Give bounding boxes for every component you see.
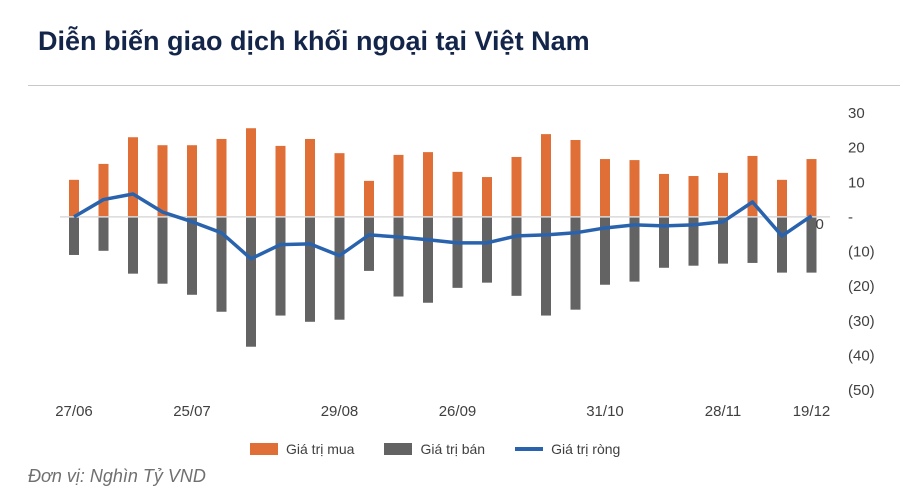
buy-bar xyxy=(570,140,581,217)
buy-bar xyxy=(216,138,227,217)
x-tick-label: 26/09 xyxy=(439,403,477,420)
x-tick-label: 28/11 xyxy=(705,403,741,420)
sell-bar xyxy=(364,216,374,271)
sell-bar xyxy=(275,216,286,316)
sell-bar xyxy=(69,216,79,255)
legend-item-sell: Giá trị bán xyxy=(384,441,485,457)
sell-bar xyxy=(570,216,581,310)
sell-bar xyxy=(452,216,463,288)
buy-bar xyxy=(305,138,315,217)
title-divider xyxy=(28,85,900,86)
sell-bar xyxy=(393,216,404,297)
x-tick-label: 29/08 xyxy=(321,403,359,420)
sell-bar xyxy=(747,216,758,263)
y-tick-label: (50) xyxy=(848,382,875,399)
x-tick-label: 27/06 xyxy=(55,403,93,420)
sell-bar xyxy=(541,216,551,316)
y-tick-label: 20 xyxy=(848,140,865,157)
y-tick-label: - xyxy=(848,209,853,226)
buy-bar xyxy=(98,163,109,217)
page-title: Diễn biến giao dịch khối ngoại tại Việt … xyxy=(38,26,590,56)
buy-bar xyxy=(364,180,374,217)
buy-bar xyxy=(69,179,79,217)
sell-bar xyxy=(305,216,315,322)
sell-bar xyxy=(423,216,433,303)
sell-bar xyxy=(629,216,640,282)
sell-bar xyxy=(688,216,699,266)
buy-bar xyxy=(452,171,463,217)
legend-label-net: Giá trị ròng xyxy=(551,441,621,457)
sell-bar xyxy=(482,216,492,283)
buy-bar xyxy=(688,176,699,217)
y-tick-label: (10) xyxy=(848,244,875,261)
buy-bar xyxy=(157,145,168,217)
sell-bar xyxy=(98,216,109,251)
legend-swatch-buy xyxy=(250,443,278,455)
sell-bar xyxy=(806,216,817,273)
buy-bar xyxy=(511,156,522,217)
y-tick-label: (30) xyxy=(848,313,875,330)
buy-bar xyxy=(806,159,817,217)
y-tick-label: (20) xyxy=(848,278,875,295)
foreign-trading-chart: 30 20 10 - (10) (20) (30) (40) (50) 27/06 25/07 29/… xyxy=(55,105,875,420)
y-tick-label: (40) xyxy=(848,347,875,364)
y-tick-label: 30 xyxy=(848,105,865,122)
buy-bar xyxy=(334,153,345,217)
sell-bar xyxy=(157,216,168,284)
sell-bar xyxy=(334,216,345,320)
x-tick-label: 31/10 xyxy=(586,403,624,420)
legend-label-sell: Giá trị bán xyxy=(420,441,486,457)
buy-bar xyxy=(482,177,492,217)
data-label: 0 xyxy=(816,216,824,233)
sell-bar xyxy=(659,216,669,268)
legend-swatch-net xyxy=(515,447,544,451)
legend-item-net: Giá trị ròng xyxy=(515,441,620,457)
buy-bar xyxy=(747,155,758,217)
buy-bar xyxy=(659,173,669,217)
x-tick-label: 25/07 xyxy=(173,403,211,420)
buy-bar xyxy=(629,160,640,217)
y-tick-label: 10 xyxy=(848,174,865,191)
sell-bar xyxy=(246,216,256,347)
sell-bar xyxy=(718,216,728,264)
buy-bar xyxy=(128,137,138,217)
buy-bar xyxy=(600,159,610,217)
buy-bar xyxy=(393,154,404,217)
buy-bar xyxy=(718,172,728,217)
buy-bar xyxy=(777,179,787,217)
sell-bar xyxy=(777,216,787,273)
legend-swatch-sell xyxy=(384,443,413,455)
sell-bar xyxy=(187,216,197,295)
sell-bar xyxy=(511,216,522,296)
buy-bar xyxy=(187,145,197,217)
sell-bar xyxy=(128,216,138,274)
legend: Giá trị mua Giá trị bán Giá trị ròng xyxy=(250,441,620,457)
buy-bar xyxy=(541,134,551,217)
sell-bar xyxy=(600,216,610,285)
legend-label-buy: Giá trị mua xyxy=(286,441,355,457)
x-tick-label: 19/12 xyxy=(793,403,831,420)
unit-note: Đơn vị: Nghìn Tỷ VND xyxy=(28,466,206,486)
legend-item-buy: Giá trị mua xyxy=(250,441,354,457)
buy-bar xyxy=(275,145,286,217)
net-line xyxy=(73,192,813,261)
buy-bar xyxy=(423,152,433,217)
sell-bar xyxy=(216,216,227,312)
buy-bar xyxy=(246,128,256,217)
